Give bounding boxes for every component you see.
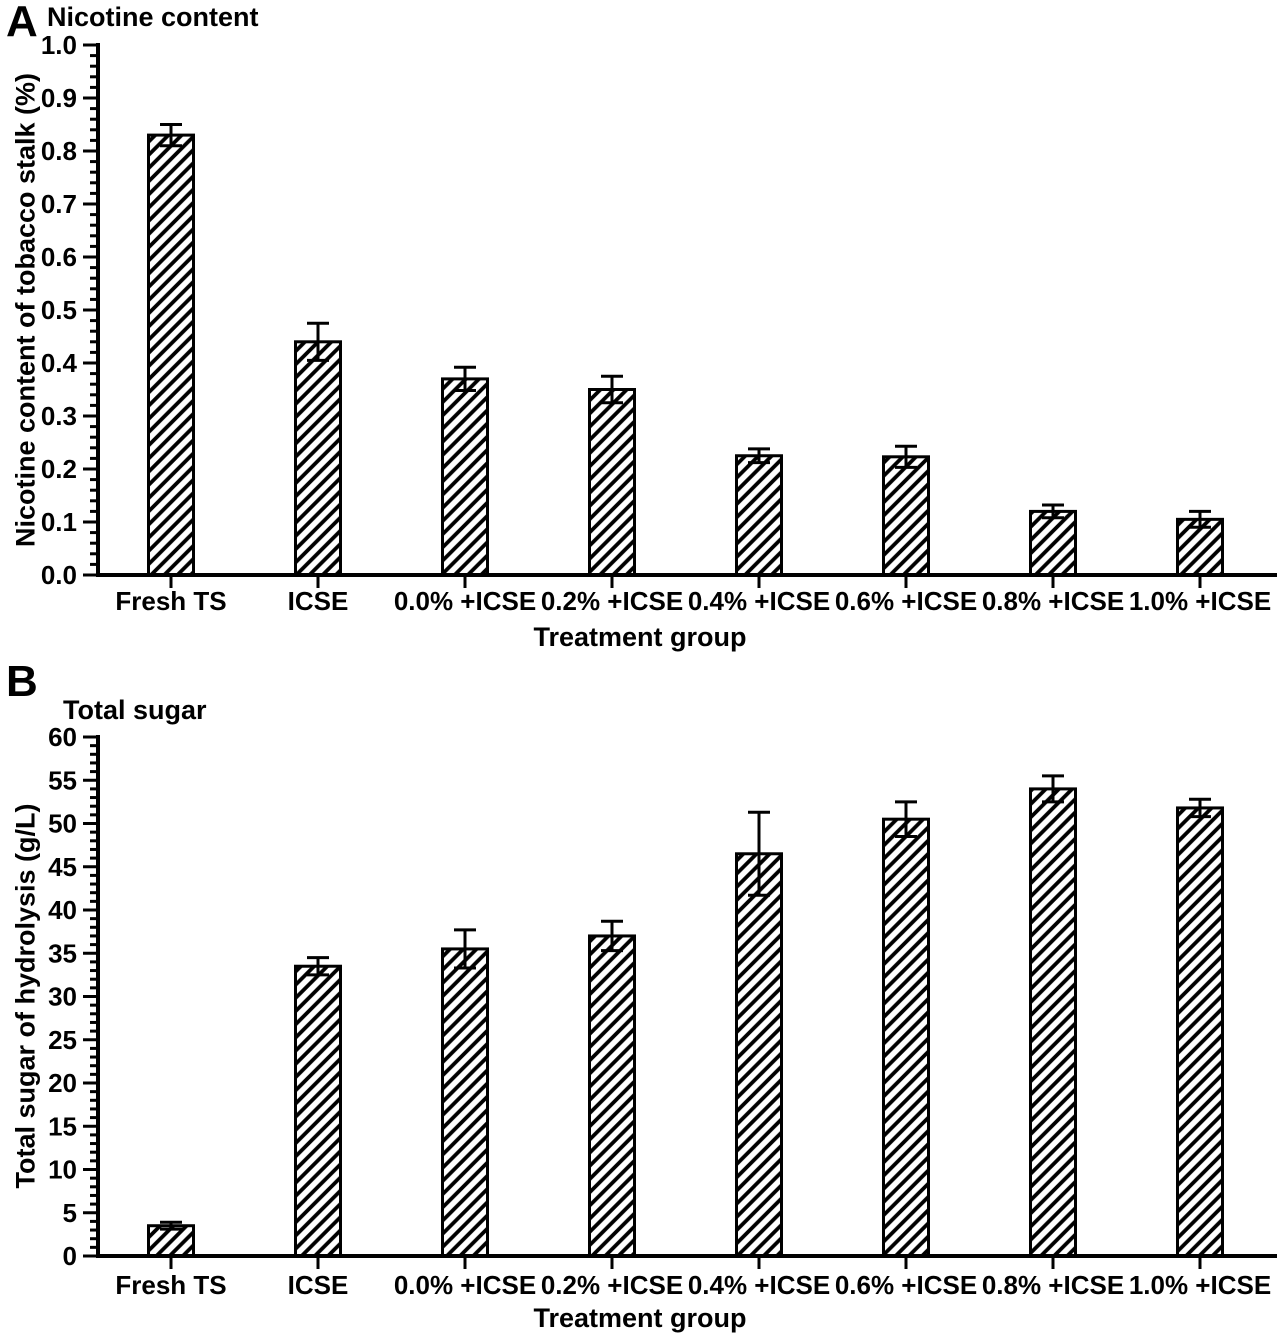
y-tick-label: 0.7: [41, 189, 77, 219]
y-tick-label: 15: [48, 1111, 77, 1141]
y-tick-label: 0.1: [41, 507, 77, 537]
bar: [1176, 806, 1224, 1258]
panel-b-x-axis-label: Treatment group: [533, 1303, 747, 1333]
y-tick-label: 0: [63, 1241, 77, 1271]
panel-b-letter: B: [6, 657, 38, 706]
bar: [1029, 787, 1077, 1258]
panel-b: B Total sugar Total sugar of hydrolysis …: [0, 660, 1280, 1337]
category-label: 0.4% +ICSE: [688, 586, 830, 616]
category-label: 0.0% +ICSE: [394, 1270, 536, 1300]
category-label: 0.2% +ICSE: [541, 586, 683, 616]
y-tick-label: 55: [48, 765, 77, 795]
category-label: 0.0% +ICSE: [394, 586, 536, 616]
category-label: 0.4% +ICSE: [688, 1270, 830, 1300]
panel-a-letter: A: [6, 0, 38, 46]
y-tick-label: 0.5: [41, 295, 77, 325]
category-label: 0.8% +ICSE: [982, 1270, 1124, 1300]
panel-a-title: Nicotine content: [47, 2, 259, 32]
bar: [294, 964, 342, 1258]
y-tick-label: 30: [48, 982, 77, 1012]
panel-b-title: Total sugar: [63, 695, 207, 725]
y-tick-label: 20: [48, 1068, 77, 1098]
y-tick-label: 5: [63, 1198, 77, 1228]
y-tick-label: 1.0: [41, 30, 77, 60]
category-label: 0.6% +ICSE: [835, 1270, 977, 1300]
panel-a-x-axis-label: Treatment group: [533, 622, 747, 652]
category-label: 0.8% +ICSE: [982, 586, 1124, 616]
y-tick-label: 0.0: [41, 560, 77, 590]
category-label: 1.0% +ICSE: [1129, 586, 1271, 616]
bar: [441, 377, 489, 577]
bar: [735, 454, 783, 577]
category-label: ICSE: [288, 1270, 349, 1300]
y-tick-label: 0.2: [41, 454, 77, 484]
y-tick-label: 25: [48, 1025, 77, 1055]
category-label: 0.6% +ICSE: [835, 586, 977, 616]
panel-b-plot: Fresh TS ICSE 0.0% +ICSE 0.2% +ICSE 0.4% +IC…: [48, 722, 1277, 1300]
y-tick-label: 10: [48, 1155, 77, 1185]
bar: [735, 852, 783, 1258]
category-label: Fresh TS: [115, 1270, 226, 1300]
y-tick-label: 35: [48, 938, 77, 968]
y-tick-label: 0.4: [41, 348, 78, 378]
bar: [147, 133, 195, 577]
bar: [147, 1224, 195, 1258]
category-label: ICSE: [288, 586, 349, 616]
panel-a-plot: Fresh TS ICSE 0.0% +ICSE 0.2% +ICSE 0.4% +IC…: [41, 30, 1277, 616]
y-tick-label: 45: [48, 852, 77, 882]
y-tick-label: 0.8: [41, 136, 77, 166]
bar: [588, 388, 636, 577]
y-tick-label: 0.9: [41, 83, 77, 113]
y-tick-label: 0.6: [41, 242, 77, 272]
bar: [294, 340, 342, 577]
y-tick-label: 40: [48, 895, 77, 925]
y-tick-label: 60: [48, 722, 77, 752]
bar: [1029, 509, 1077, 577]
bar: [882, 817, 930, 1258]
y-tick-label: 0.3: [41, 401, 77, 431]
bar: [441, 947, 489, 1258]
category-label: Fresh TS: [115, 586, 226, 616]
y-tick-label: 50: [48, 809, 77, 839]
bar: [882, 455, 930, 577]
panel-a: A Nicotine content Nicotine content of t…: [0, 0, 1280, 660]
category-label: 0.2% +ICSE: [541, 1270, 683, 1300]
bar: [588, 934, 636, 1258]
category-label: 1.0% +ICSE: [1129, 1270, 1271, 1300]
